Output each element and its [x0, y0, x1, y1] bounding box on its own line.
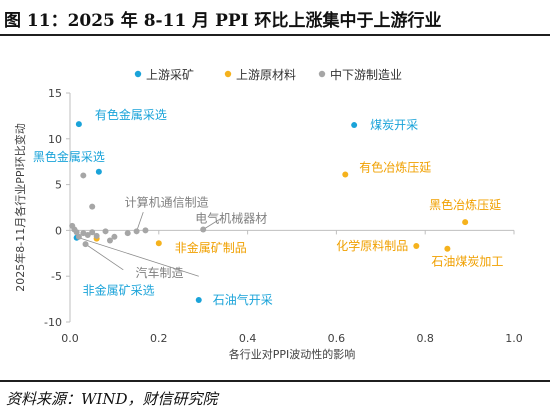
leader-line	[78, 237, 199, 277]
x-tick-label: 1.0	[505, 332, 523, 345]
x-tick-label: 0.6	[328, 332, 346, 345]
data-point	[80, 172, 87, 179]
data-point	[75, 121, 82, 128]
y-tick-label: -5	[51, 270, 62, 283]
data-label: 有色金属采选	[95, 107, 167, 122]
leader-line	[136, 211, 144, 232]
y-tick-label: 5	[55, 179, 62, 192]
x-tick-label: 0.8	[416, 332, 434, 345]
data-label: 非金属矿采选	[83, 283, 155, 298]
data-label: 石油气开采	[213, 292, 273, 307]
legend-label: 上游采矿	[146, 68, 194, 82]
data-point	[133, 228, 140, 235]
data-point	[102, 228, 109, 235]
y-tick-label: 15	[48, 87, 62, 100]
y-tick-label: -10	[44, 316, 62, 329]
legend-marker	[224, 70, 232, 78]
data-point	[124, 230, 131, 237]
data-point	[342, 171, 349, 178]
data-point	[84, 231, 91, 238]
data-point	[89, 229, 96, 236]
data-point	[106, 237, 113, 244]
legend-label: 上游原材料	[236, 68, 296, 82]
data-point	[93, 232, 100, 239]
source-bar: 资料来源：WIND，财信研究院	[0, 380, 550, 415]
data-label: 石油煤炭加工	[431, 255, 503, 269]
y-axis-title: 2025年8-11月各行业PPI环比变动	[13, 123, 27, 291]
figure-title: 图 11：2025 年 8-11 月 PPI 环比上涨集中于上游行业	[4, 11, 442, 31]
data-label: 电气机械器材	[195, 210, 267, 225]
legend-label: 中下游制造业	[330, 67, 402, 82]
y-tick-label: 0	[55, 224, 62, 237]
y-tick-label: 10	[48, 133, 62, 146]
x-tick-label: 0.4	[239, 332, 257, 345]
x-tick-label: 0.0	[61, 332, 79, 345]
figure-title-bar: 图 11：2025 年 8-11 月 PPI 环比上涨集中于上游行业	[0, 0, 550, 36]
data-point	[95, 168, 102, 175]
data-point	[142, 227, 149, 234]
data-point	[111, 233, 118, 240]
data-label: 煤炭开采	[370, 118, 418, 132]
data-label: 化学原料制品	[336, 238, 408, 253]
data-point	[155, 240, 162, 247]
data-label: 计算机通信制造	[125, 194, 209, 209]
data-label: 黑色金属采选	[33, 149, 105, 164]
data-point	[75, 233, 82, 240]
data-label: 黑色冶炼压延	[429, 197, 501, 212]
legend-marker	[134, 70, 142, 78]
leader-line	[202, 218, 222, 230]
data-point	[200, 226, 207, 233]
x-tick-label: 0.2	[150, 332, 168, 345]
data-point	[82, 241, 89, 248]
x-axis-title: 各行业对PPI波动性的影响	[229, 347, 356, 361]
data-label: 汽车制造	[136, 265, 184, 280]
legend-marker	[318, 70, 326, 78]
data-point	[413, 242, 420, 249]
data-label: 有色冶炼压延	[359, 160, 431, 175]
data-point	[195, 297, 202, 304]
data-point	[89, 203, 96, 210]
leader-line	[85, 243, 124, 271]
source-text: 资料来源：WIND，财信研究院	[6, 390, 218, 408]
scatter-chart: -10 -5 0 5 10 15 0.0 0.2 0.4 0.6 0.8 1.0 各行业对PPI波动性的…	[13, 67, 523, 361]
data-point	[351, 122, 358, 129]
data-label: 非金属矿制品	[175, 240, 247, 255]
data-point	[73, 229, 80, 236]
data-point	[444, 245, 451, 252]
data-point	[462, 219, 469, 226]
